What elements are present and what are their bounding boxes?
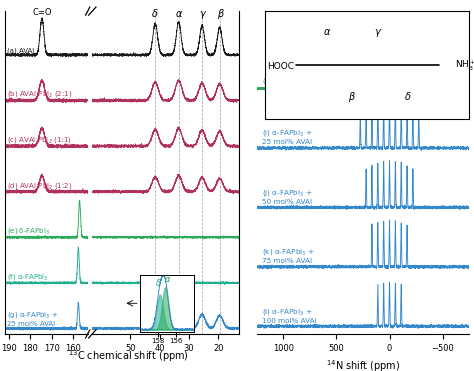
Text: β: β <box>348 92 354 102</box>
Text: (b) AVAI:PbI$_2$ (2:1): (b) AVAI:PbI$_2$ (2:1) <box>7 89 73 99</box>
Text: (j) α-FAPbI$_3$ +
50 mol% AVAI: (j) α-FAPbI$_3$ + 50 mol% AVAI <box>262 188 313 205</box>
Text: (g) α-FAPbI$_3$ +
25 mol% AVAI: (g) α-FAPbI$_3$ + 25 mol% AVAI <box>7 310 58 327</box>
Text: (d) AVAI:PbI$_2$ (1:2): (d) AVAI:PbI$_2$ (1:2) <box>7 181 73 191</box>
Text: (c) AVAI:PbI$_2$ (1:1): (c) AVAI:PbI$_2$ (1:1) <box>7 135 72 145</box>
Text: γ: γ <box>374 27 381 37</box>
Text: γ: γ <box>199 9 205 19</box>
Text: α: α <box>323 27 330 37</box>
Text: δ: δ <box>155 279 161 288</box>
Text: NH$_3^+$: NH$_3^+$ <box>455 59 474 73</box>
Text: C=O: C=O <box>32 8 52 17</box>
X-axis label: $^{14}$N shift (ppm): $^{14}$N shift (ppm) <box>326 358 400 371</box>
Text: (h) α-FAPbI$_3$: (h) α-FAPbI$_3$ <box>262 76 307 86</box>
Text: δ: δ <box>405 92 411 102</box>
Text: $^{13}$C chemical shift (ppm): $^{13}$C chemical shift (ppm) <box>68 348 188 364</box>
Text: β: β <box>217 9 223 19</box>
Text: α: α <box>164 275 170 284</box>
Text: (k) α-FAPbI$_3$ +
75 mol% AVAI: (k) α-FAPbI$_3$ + 75 mol% AVAI <box>262 247 315 264</box>
Text: (a) AVAI: (a) AVAI <box>7 47 34 54</box>
Text: HOOC: HOOC <box>267 62 294 71</box>
Text: α: α <box>175 9 182 19</box>
Text: (l) α-FAPbI$_3$ +
100 mol% AVAI: (l) α-FAPbI$_3$ + 100 mol% AVAI <box>262 306 317 324</box>
Text: δ: δ <box>152 9 158 19</box>
Text: (i) α-FAPbI$_3$ +
25 mol% AVAI: (i) α-FAPbI$_3$ + 25 mol% AVAI <box>262 128 313 145</box>
Text: (e) δ-FAPbI$_3$: (e) δ-FAPbI$_3$ <box>7 226 50 236</box>
Text: (f) α-FAPbI$_3$: (f) α-FAPbI$_3$ <box>7 272 48 282</box>
